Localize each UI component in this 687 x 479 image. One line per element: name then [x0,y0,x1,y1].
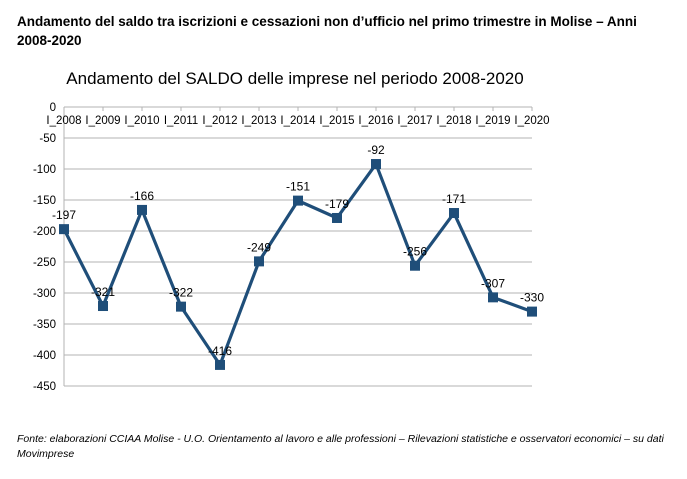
line-chart: Andamento del SALDO delle imprese nel pe… [33,69,550,393]
y-tick-label: -50 [39,133,56,145]
data-point [410,260,420,271]
x-tick-label: I_2019 [475,115,510,127]
x-tick-label: I_2016 [358,115,393,127]
x-tick-label: I_2011 [164,115,198,127]
y-tick-label: -450 [33,381,56,393]
x-axis: I_2008 I_2009 I_2010 I_2011 I_2012 I_2013 I_20… [46,107,550,127]
x-tick-label: I_2014 [280,115,316,127]
y-axis: 0 -50 -100 -150 -200 -250 -300 -350 -400 -450 [33,102,65,393]
x-tick-label: I_2018 [436,115,471,127]
data-point [371,159,381,170]
grid-lines [64,106,532,387]
y-tick-label: -200 [33,226,56,238]
x-tick-label: I_2012 [202,115,237,127]
data-label: -256 [403,245,427,259]
y-tick-label: -350 [33,319,56,331]
data-point [332,212,342,223]
y-tick-label: -300 [33,288,56,300]
x-tick-label: I_2009 [85,115,120,127]
y-tick-label: 0 [50,102,56,114]
data-point [488,292,498,303]
data-label: -166 [130,189,154,203]
data-label: -151 [286,180,310,194]
x-tick-label: I_2015 [319,115,354,127]
data-point [215,359,225,370]
series-saldo: -197 -321 -166 -322 -416 -249 -151 -179 -92 -256 -… [52,143,544,370]
x-tick-label: I_2017 [397,115,432,127]
data-label: -307 [481,276,505,290]
data-label: -321 [91,285,115,299]
page-heading: Andamento del saldo tra iscrizioni e ces… [17,14,637,48]
y-tick-label: -400 [33,350,56,362]
x-tick-label: I_2013 [241,115,276,127]
data-label: -92 [367,143,385,157]
data-label: -171 [442,192,466,206]
data-point [449,208,459,219]
data-point [59,224,69,235]
data-point [293,195,303,206]
data-label: -179 [325,197,349,211]
data-point [98,301,108,312]
source-note: Fonte: elaborazioni CCIAA Molise - U.O. … [17,433,664,460]
chart-title: Andamento del SALDO delle imprese nel pe… [66,69,523,88]
data-point [527,306,537,317]
y-tick-label: -100 [33,164,56,176]
data-label: -322 [169,286,193,300]
data-label: -416 [208,344,232,358]
data-label: -249 [247,240,271,254]
x-tick-label: I_2008 [46,115,81,127]
data-point [254,256,264,267]
data-point [137,204,147,215]
data-label: -330 [520,291,544,305]
y-tick-label: -250 [33,257,56,269]
x-tick-label: I_2020 [514,115,549,127]
data-label: -197 [52,208,76,222]
x-tick-label: I_2010 [124,115,159,127]
chart-container: Andamento del SALDO delle imprese nel pe… [0,60,687,395]
y-tick-label: -150 [33,195,56,207]
data-point [176,301,186,312]
